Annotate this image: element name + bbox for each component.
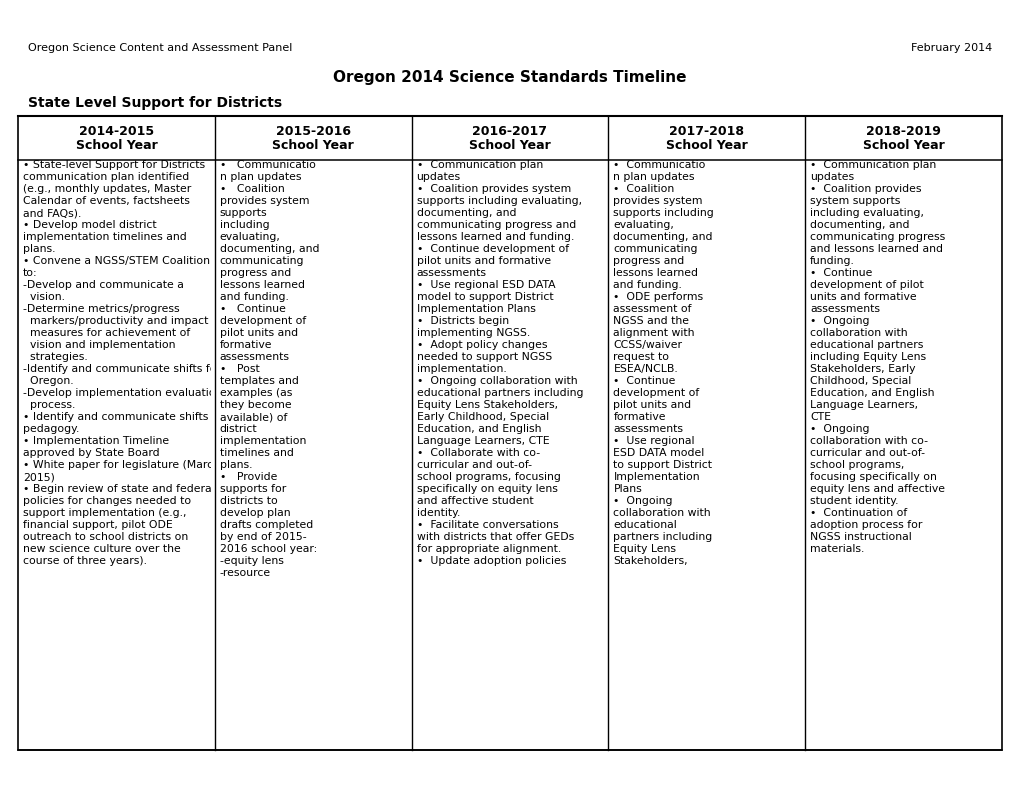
Text: •   Communicatio
n plan updates
•   Coalition
provides system
supports
including: • Communicatio n plan updates • Coalitio…: [219, 160, 319, 578]
Text: School Year: School Year: [75, 139, 157, 151]
Text: 2018-2019: 2018-2019: [865, 125, 941, 137]
Text: 2017-2018: 2017-2018: [668, 125, 744, 137]
Text: 2014-2015: 2014-2015: [78, 125, 154, 137]
Text: •  Communicatio
n plan updates
•  Coalition
provides system
supports including
e: • Communicatio n plan updates • Coalitio…: [612, 160, 713, 566]
Text: February 2014: February 2014: [910, 43, 991, 53]
Text: School Year: School Year: [862, 139, 944, 151]
Text: Oregon 2014 Science Standards Timeline: Oregon 2014 Science Standards Timeline: [333, 70, 686, 85]
Text: • State-level Support for Districts
communication plan identified
(e.g., monthly: • State-level Support for Districts comm…: [23, 160, 222, 566]
Text: School Year: School Year: [469, 139, 550, 151]
Text: School Year: School Year: [665, 139, 747, 151]
Text: Oregon Science Content and Assessment Panel: Oregon Science Content and Assessment Pa…: [28, 43, 292, 53]
Text: 2015-2016: 2015-2016: [275, 125, 351, 137]
Text: State Level Support for Districts: State Level Support for Districts: [28, 96, 282, 110]
Text: 2016-2017: 2016-2017: [472, 125, 547, 137]
Bar: [18, 116, 1001, 750]
Text: •  Communication plan
updates
•  Coalition provides system
supports including ev: • Communication plan updates • Coalition…: [416, 160, 583, 566]
Text: School Year: School Year: [272, 139, 354, 151]
Text: •  Communication plan
updates
•  Coalition provides
system supports
including ev: • Communication plan updates • Coalition…: [809, 160, 945, 554]
